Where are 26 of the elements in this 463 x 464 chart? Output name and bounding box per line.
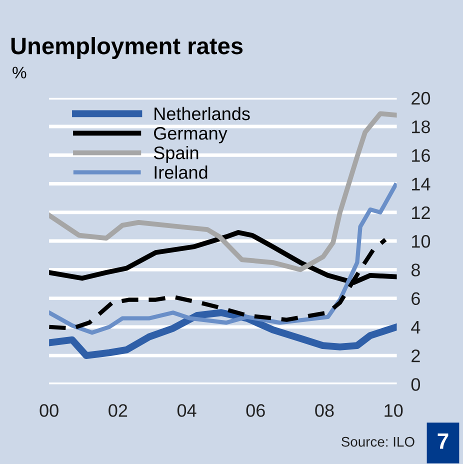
x-tick-label: 02 bbox=[108, 404, 128, 417]
y-tick-label: 6 bbox=[412, 292, 420, 306]
x-tick-label: 08 bbox=[315, 404, 334, 417]
y-tick-label: 14 bbox=[412, 178, 430, 190]
legend-label: Ireland bbox=[154, 166, 208, 179]
y-axis-title: % bbox=[12, 66, 26, 78]
y-tick-label: 8 bbox=[411, 264, 420, 276]
x-tick-label: 06 bbox=[246, 404, 265, 417]
y-tick-label: 12 bbox=[412, 206, 430, 219]
chart-title: Unemployment rates bbox=[11, 36, 243, 60]
x-tick-label: 10 bbox=[384, 404, 403, 417]
y-tick-label: 2 bbox=[412, 350, 420, 362]
legend-label: Germany bbox=[154, 126, 228, 144]
x-tick-label: 04 bbox=[177, 404, 196, 417]
text: 7 bbox=[438, 433, 448, 449]
line-series bbox=[49, 183, 397, 335]
legend-label: Spain bbox=[154, 146, 198, 163]
legend-label: Netherlands bbox=[154, 106, 250, 120]
y-tick-label: 10 bbox=[412, 234, 430, 248]
source-note: Source: ILO bbox=[342, 436, 414, 447]
y-tick-label: 18 bbox=[412, 120, 430, 134]
y-tick-label: 4 bbox=[411, 321, 420, 334]
y-tick-label: 0 bbox=[411, 378, 420, 391]
y-tick-label: 16 bbox=[412, 149, 430, 162]
y-tick-label: 20 bbox=[412, 92, 430, 105]
x-tick-label: 00 bbox=[40, 404, 58, 417]
